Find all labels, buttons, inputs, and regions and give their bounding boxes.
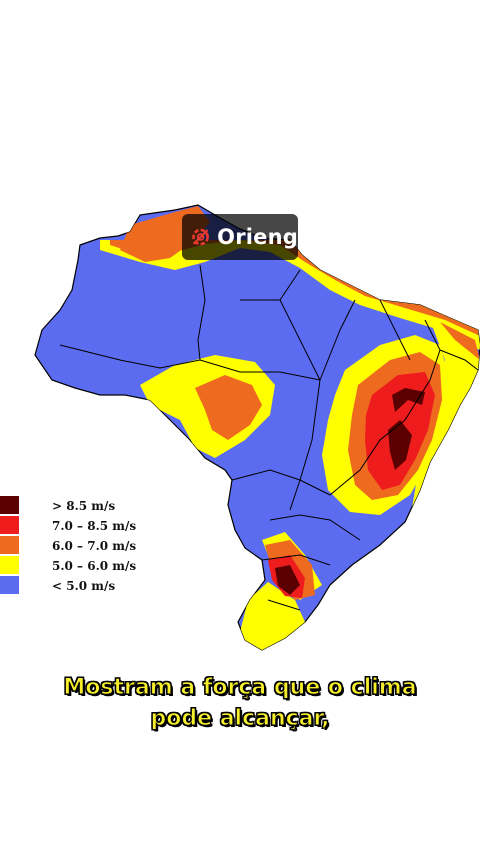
legend-swatch-over-8-5 [0,496,19,514]
zone-south-darkred [275,565,300,595]
legend-label: 5.0 – 6.0 m/s [52,559,137,573]
subtitle-caption: Mostram a força que o clima pode alcança… [0,672,480,734]
legend-swatches [0,496,19,594]
zone-east-coast-orange [440,322,480,360]
state-borders [59,264,479,611]
zone-bahia-darkred [388,388,425,470]
brand-badge: Orieng [182,214,298,260]
caption-line-1: Mostram a força que o clima [63,675,417,701]
legend-swatch-5-6 [0,556,19,574]
legend-label: < 5.0 m/s [52,579,116,593]
legend-label: 6.0 – 7.0 m/s [52,539,137,553]
brand-name: Orieng [217,225,298,249]
legend-label: 7.0 – 8.5 m/s [52,519,137,533]
legend-swatch-7-8-5 [0,516,19,534]
zone-mato-grosso-orange [195,375,262,440]
legend-label: > 8.5 m/s [52,499,116,513]
legend-swatch-6-7 [0,536,19,554]
legend-swatch-under-5 [0,576,19,594]
caption-line-2: pode alcançar, [150,706,330,732]
gear-logo-icon [192,228,209,246]
